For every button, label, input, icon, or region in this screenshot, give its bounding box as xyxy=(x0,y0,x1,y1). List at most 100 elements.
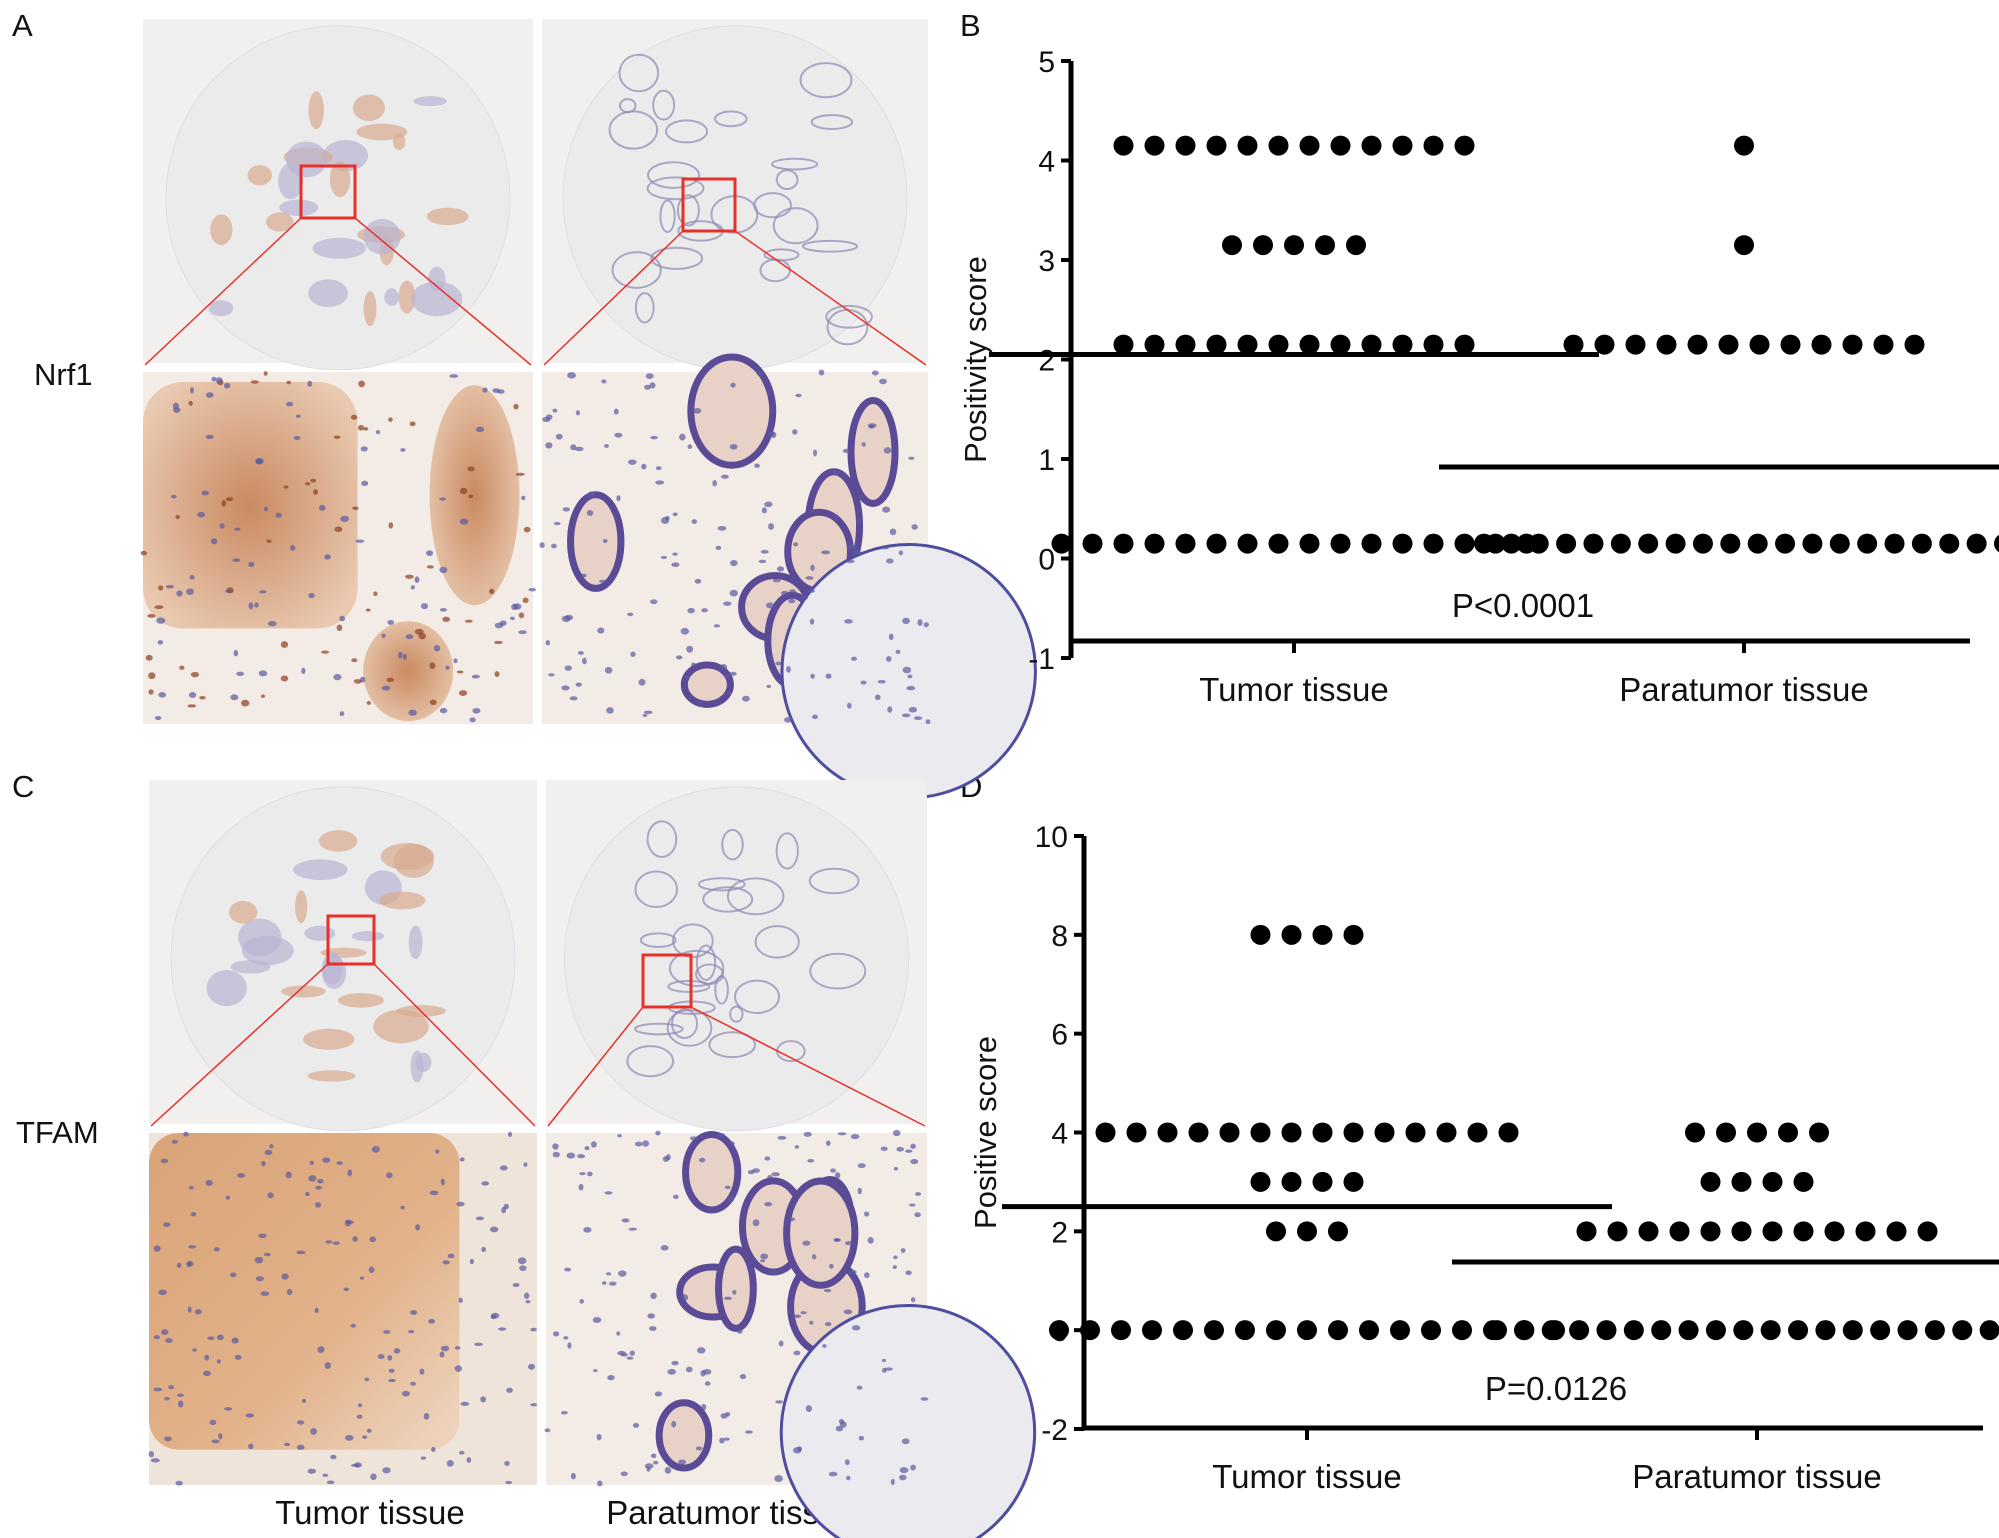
tissue-structure xyxy=(646,176,705,201)
nucleus xyxy=(864,1272,870,1279)
nucleus xyxy=(445,665,450,670)
nucleus xyxy=(363,427,369,431)
nucleus xyxy=(719,1437,725,1444)
data-point xyxy=(1144,334,1165,355)
nucleus xyxy=(296,1420,305,1425)
data-point xyxy=(1788,1320,1809,1341)
nucleus xyxy=(686,1366,693,1373)
data-point xyxy=(1423,334,1444,355)
data-point xyxy=(1250,1122,1271,1143)
nucleus xyxy=(886,655,892,662)
nucleus xyxy=(604,1191,613,1195)
tissue-structure xyxy=(659,199,676,233)
nucleus xyxy=(260,1291,270,1297)
nucleus xyxy=(574,446,584,452)
nucleus xyxy=(525,1300,531,1304)
nucleus xyxy=(832,470,842,475)
data-point xyxy=(1541,1320,1562,1341)
nucleus xyxy=(618,1270,627,1277)
tissue-core xyxy=(170,786,516,1132)
gland xyxy=(567,491,625,592)
data-point xyxy=(1747,533,1768,554)
chart-b-positivity-score: 5 4 3 2 1 0 -1 Positivity score Tumor tissue Para… xyxy=(958,46,1999,708)
nucleus xyxy=(518,612,525,619)
nucleus xyxy=(768,523,775,530)
nucleus xyxy=(382,1467,391,1474)
nucleus xyxy=(258,590,267,594)
nucleus xyxy=(564,665,572,671)
nucleus xyxy=(768,656,774,660)
y-tick-label: 5 xyxy=(1038,46,1055,79)
data-point xyxy=(1563,334,1584,355)
nucleus xyxy=(760,549,769,554)
nucleus xyxy=(499,620,507,626)
nucleus xyxy=(176,590,183,597)
nucleus xyxy=(724,1185,731,1190)
nucleus xyxy=(225,497,234,502)
nucleus xyxy=(350,1323,357,1328)
data-point xyxy=(1237,334,1258,355)
nucleus xyxy=(567,372,577,379)
data-point xyxy=(1330,334,1351,355)
data-point xyxy=(1113,334,1134,355)
data-point xyxy=(1250,924,1271,945)
data-point xyxy=(1206,533,1227,554)
nucleus xyxy=(490,1314,497,1320)
data-point xyxy=(1113,135,1134,156)
nucleus xyxy=(366,1428,372,1433)
tissue-structure xyxy=(634,870,679,909)
data-point xyxy=(1952,1320,1973,1341)
data-point xyxy=(1049,1320,1069,1341)
nucleus xyxy=(713,624,721,628)
nucleus xyxy=(440,1178,445,1186)
zoom-line xyxy=(150,963,329,1127)
nucleus xyxy=(408,709,417,716)
nucleus xyxy=(333,673,342,681)
nucleus xyxy=(188,1185,194,1190)
nucleus xyxy=(140,550,148,556)
tissue-structure xyxy=(809,952,867,990)
nucleus xyxy=(475,426,485,433)
data-point xyxy=(1793,1221,1814,1242)
nucleus xyxy=(730,559,738,567)
nucleus xyxy=(806,589,815,593)
nucleus xyxy=(398,651,403,659)
data-point xyxy=(1857,533,1878,554)
nucleus xyxy=(345,1220,354,1225)
nucleus xyxy=(587,491,595,499)
gland xyxy=(783,1177,859,1289)
nucleus xyxy=(822,1344,827,1348)
nucleus xyxy=(888,633,894,641)
data-point xyxy=(1361,135,1382,156)
data-point xyxy=(1979,1320,1999,1341)
nucleus xyxy=(371,1146,380,1153)
nucleus xyxy=(426,550,434,557)
nucleus xyxy=(352,506,359,510)
nucleus xyxy=(910,1297,916,1303)
nucleus xyxy=(475,1216,485,1221)
nucleus xyxy=(230,694,239,701)
nucleus xyxy=(824,1322,832,1327)
nucleus xyxy=(512,1282,520,1288)
nucleus xyxy=(518,630,527,635)
nucleus xyxy=(647,1313,655,1319)
nucleus xyxy=(712,480,718,487)
zoom-line xyxy=(543,230,684,366)
nucleus xyxy=(910,1143,916,1149)
nucleus xyxy=(644,384,651,390)
data-point xyxy=(1297,1320,1317,1341)
nucleus xyxy=(510,616,515,621)
nucleus xyxy=(234,527,241,531)
nucleus xyxy=(347,1169,353,1177)
nucleus xyxy=(689,1136,698,1141)
nucleus xyxy=(828,1471,838,1477)
p-value-annotation: P<0.0001 xyxy=(1452,587,1594,624)
data-point xyxy=(1911,533,1932,554)
tissue-structure xyxy=(775,169,799,191)
nucleus xyxy=(156,617,166,624)
data-point xyxy=(1904,334,1925,355)
nucleus xyxy=(562,507,571,512)
nucleus xyxy=(823,1288,832,1293)
nucleus xyxy=(458,690,468,697)
nucleus xyxy=(632,1422,640,1428)
